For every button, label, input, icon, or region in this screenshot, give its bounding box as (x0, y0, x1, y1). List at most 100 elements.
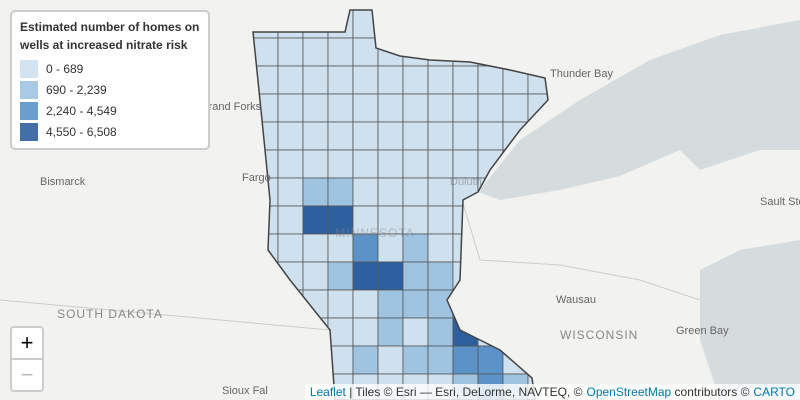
border (0, 299, 331, 331)
county (452, 149, 479, 179)
county (327, 65, 354, 95)
county (527, 233, 548, 263)
legend-label: 690 - 2,239 (46, 82, 107, 97)
county (477, 261, 504, 291)
county (502, 65, 529, 95)
county (253, 261, 279, 291)
county (502, 37, 529, 67)
county (277, 289, 304, 319)
place-label: Thunder Bay (550, 68, 613, 80)
county (302, 289, 329, 319)
county (402, 289, 429, 319)
county (477, 233, 504, 263)
place-label: WISCONSIN (560, 328, 638, 342)
county (477, 205, 504, 235)
lake-michigan (700, 240, 800, 400)
county (452, 65, 479, 95)
place-label: Sault Ste (760, 196, 800, 208)
legend-swatch (20, 59, 38, 78)
legend-swatch (20, 80, 38, 99)
legend-rows: 0 - 689 690 - 2,239 2,240 - 4,549 4,550 - 6… (20, 58, 200, 142)
legend-swatch (20, 122, 38, 141)
county (277, 37, 304, 67)
county (377, 10, 404, 39)
county (277, 149, 304, 179)
county (352, 261, 379, 291)
county (253, 121, 279, 151)
county (352, 37, 379, 67)
legend-item: 4,550 - 6,508 (20, 121, 200, 142)
county (502, 345, 529, 375)
county (352, 149, 379, 179)
county (377, 65, 404, 95)
county (452, 289, 479, 319)
county (327, 37, 354, 67)
county (327, 261, 354, 291)
county (327, 289, 354, 319)
county (302, 177, 329, 207)
legend-label: 2,240 - 4,549 (46, 103, 117, 118)
county (352, 345, 379, 375)
county (427, 205, 454, 235)
county (402, 317, 429, 347)
attribution: Leaflet | Tiles © Esri — Esri, DeLorme, … (304, 384, 800, 400)
county (527, 317, 548, 347)
county (427, 177, 454, 207)
county (452, 10, 479, 39)
counties (253, 10, 548, 400)
county (502, 317, 529, 347)
carto-link[interactable]: CARTO (753, 385, 795, 399)
county (377, 317, 404, 347)
county (402, 37, 429, 67)
county (527, 261, 548, 291)
legend-item: 0 - 689 (20, 58, 200, 79)
place-label: Bismarck (40, 176, 86, 188)
county (277, 345, 304, 375)
county (302, 65, 329, 95)
county (352, 121, 379, 151)
county (427, 345, 454, 375)
county (402, 121, 429, 151)
county (352, 233, 379, 263)
county (352, 205, 379, 235)
county (452, 233, 479, 263)
county (427, 10, 454, 39)
county (402, 261, 429, 291)
attribution-text: | Tiles © Esri — Esri, DeLorme, NAVTEQ, … (349, 385, 583, 399)
osm-link[interactable]: OpenStreetMap (586, 385, 672, 399)
county (327, 149, 354, 179)
county (352, 93, 379, 123)
county (402, 177, 429, 207)
county (377, 261, 404, 291)
county (452, 121, 479, 151)
county (527, 345, 548, 375)
county (402, 345, 429, 375)
county (452, 93, 479, 123)
county (302, 121, 329, 151)
county (477, 345, 504, 375)
legend-swatch (20, 101, 38, 120)
county (352, 289, 379, 319)
legend-title: Estimated number of homes on wells at in… (20, 20, 200, 52)
county (502, 289, 529, 319)
zoom-in[interactable]: + (10, 326, 44, 360)
lake-superior (478, 20, 800, 200)
county (502, 261, 529, 291)
county (277, 205, 304, 235)
county (427, 233, 454, 263)
county (477, 93, 504, 123)
county (277, 373, 304, 400)
county (477, 289, 504, 319)
legend-item: 2,240 - 4,549 (20, 100, 200, 121)
county (427, 37, 454, 67)
county (377, 345, 404, 375)
county (402, 10, 429, 39)
county (502, 93, 529, 123)
county (527, 205, 548, 235)
county (527, 10, 548, 39)
place-label: Grand Forks (200, 101, 262, 113)
leaflet-link[interactable]: Leaflet (309, 385, 346, 399)
zoom-out[interactable]: − (10, 358, 44, 392)
county (277, 65, 304, 95)
